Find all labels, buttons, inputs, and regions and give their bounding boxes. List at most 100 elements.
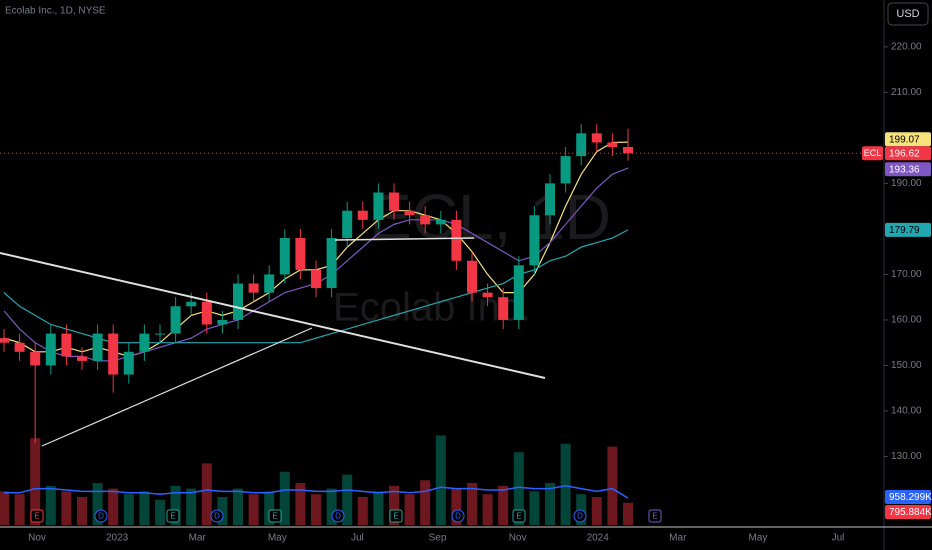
candle-body	[186, 301, 197, 307]
volume-bar	[248, 494, 259, 525]
volume-bar	[186, 488, 197, 525]
candle-body	[295, 238, 306, 270]
volume-bar	[0, 491, 9, 525]
volume-bar	[61, 491, 72, 525]
candle-body	[201, 301, 212, 325]
trendline	[0, 252, 546, 379]
candle-body	[404, 210, 415, 216]
event-label: E	[652, 512, 657, 521]
overlay: 199.07 193.36 179.79 196.62 ECL 958.299K 795.8…	[0, 132, 932, 523]
y-tick-label: 170.00	[891, 269, 922, 280]
event-label: E	[393, 512, 398, 521]
ma-badge: 193.36	[889, 164, 920, 175]
candle-body	[607, 142, 618, 147]
event-label: D	[455, 512, 461, 521]
volume-bar	[92, 483, 103, 525]
volume-bar	[45, 485, 56, 525]
candle-body	[326, 238, 337, 289]
candle-body	[545, 183, 555, 216]
event-marker[interactable]: E	[389, 509, 403, 523]
volume-bar	[311, 494, 321, 525]
candle-body	[357, 210, 368, 220]
watermark-name: Ecolab Inc.	[333, 286, 531, 330]
event-marker[interactable]: E	[512, 509, 526, 523]
trendline	[41, 327, 313, 447]
candle-body	[279, 238, 290, 275]
candle-body	[389, 192, 399, 211]
candle-body	[248, 283, 259, 293]
event-marker[interactable]: D	[94, 509, 108, 523]
candle-body	[0, 338, 9, 343]
ma-badge: 199.07	[889, 134, 920, 145]
y-tick-label: 150.00	[891, 360, 922, 371]
x-tick-label: 2024	[587, 533, 610, 544]
event-icon	[331, 509, 345, 523]
event-marker[interactable]: E	[166, 509, 180, 523]
x-tick-label: Mar	[189, 533, 207, 544]
x-tick-label: Nov	[28, 533, 46, 544]
volume-bar	[576, 494, 587, 525]
ma-badge-bg	[885, 222, 931, 237]
event-marker[interactable]: D	[573, 509, 587, 523]
candle-body	[264, 274, 275, 293]
candle-body	[498, 297, 509, 320]
candle-body	[30, 351, 41, 366]
volume-bar	[30, 438, 41, 525]
candle-body	[45, 333, 56, 366]
event-marker[interactable]: D	[451, 509, 465, 523]
volume-ma-line	[4, 485, 629, 499]
ma-badge-bg	[885, 162, 931, 177]
x-tick-label: May	[268, 533, 287, 544]
x-tick-label: May	[748, 533, 767, 544]
x-tick-label: Sep	[429, 533, 447, 544]
event-label: E	[170, 512, 175, 521]
chart-title: Ecolab Inc., 1D, NYSE	[5, 6, 106, 17]
event-label: E	[272, 512, 277, 521]
watermark-symbol: ECL, 1D	[369, 181, 611, 253]
event-marker[interactable]: D	[331, 509, 345, 523]
symbol-badge-bg	[862, 146, 883, 161]
volume-bar	[217, 497, 228, 525]
event-marker[interactable]: D	[210, 509, 224, 523]
candle-body	[311, 269, 321, 289]
currency-label[interactable]: USD	[896, 8, 919, 20]
candle-body	[139, 333, 150, 352]
candle-body	[92, 333, 103, 361]
volume-ma-badge-bg	[885, 490, 931, 504]
candle-body	[467, 260, 477, 293]
event-icon	[94, 509, 108, 523]
event-icon	[166, 509, 180, 523]
candle-body	[61, 333, 72, 357]
candle-body	[451, 219, 462, 261]
event-marker[interactable]: E	[30, 509, 44, 523]
candle-body	[233, 283, 243, 320]
ma-badge-bg	[885, 132, 931, 147]
x-tick-label: Mar	[669, 533, 687, 544]
event-marker[interactable]: E	[268, 509, 282, 523]
volume-bar	[139, 491, 150, 525]
volume-bar	[623, 502, 633, 525]
event-icon	[268, 509, 282, 523]
candle-body	[623, 146, 633, 154]
event-icon	[210, 509, 224, 523]
x-tick-label: Jul	[832, 533, 845, 544]
volume-bar	[264, 491, 275, 525]
volume-bar	[482, 494, 493, 525]
candle-body	[217, 319, 228, 325]
candle-body	[482, 292, 493, 298]
volume-bar	[529, 491, 540, 525]
plot: 220.00 210.00 190.00 170.00 160.00 150.00 140.…	[0, 42, 922, 544]
event-marker[interactable]: E	[648, 509, 662, 523]
event-label: E	[34, 512, 39, 521]
volume-badge: 795.884K	[889, 507, 932, 518]
event-icon	[451, 509, 465, 523]
volume-badge-bg	[885, 505, 931, 519]
currency-button[interactable]	[887, 2, 929, 26]
volume-bar	[513, 452, 524, 525]
volume-bar	[170, 485, 181, 525]
volume-bar	[467, 483, 477, 525]
event-label: D	[98, 512, 104, 521]
candle-body	[373, 192, 384, 220]
